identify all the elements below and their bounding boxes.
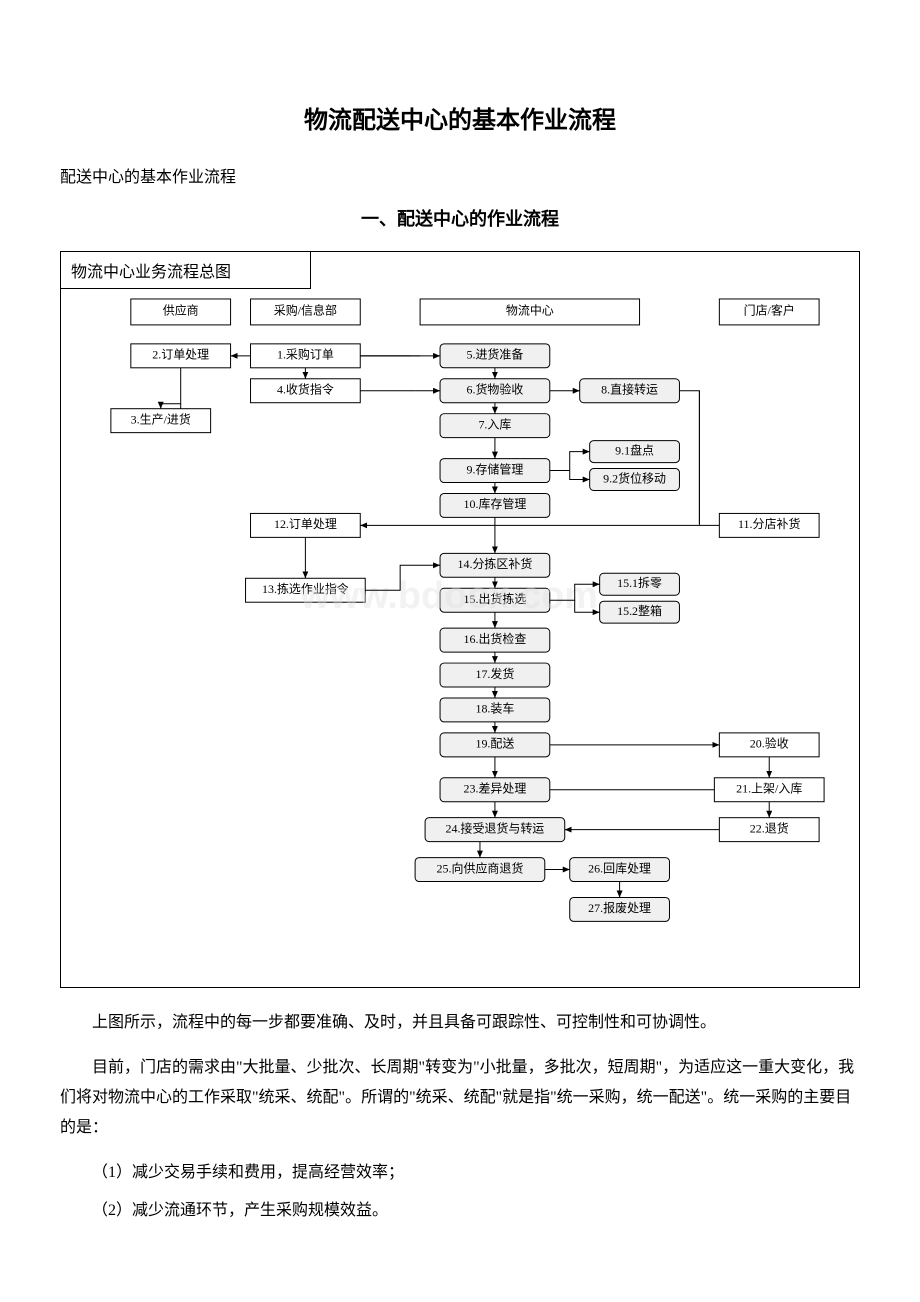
- node-11: 11.分店补货: [719, 513, 819, 537]
- svg-text:15.1拆零: 15.1拆零: [617, 575, 662, 590]
- svg-text:4.收货指令: 4.收货指令: [277, 381, 334, 396]
- node-8: 8.直接转运: [580, 379, 680, 403]
- lane-header-center: 物流中心: [420, 299, 639, 325]
- node-22: 22.退货: [719, 818, 819, 842]
- svg-text:2.订单处理: 2.订单处理: [152, 348, 209, 362]
- lane-header-supplier: 供应商: [131, 299, 231, 325]
- svg-text:22.退货: 22.退货: [750, 820, 789, 835]
- page-title: 物流配送中心的基本作业流程: [60, 100, 860, 135]
- svg-text:27.报废处理: 27.报废处理: [588, 900, 651, 915]
- node-10: 10.库存管理: [440, 493, 550, 517]
- lane-header-procurement: 采购/信息部: [251, 299, 361, 325]
- svg-text:19.配送: 19.配送: [475, 736, 514, 751]
- svg-text:15.2整箱: 15.2整箱: [617, 603, 662, 618]
- svg-text:21.上架/入库: 21.上架/入库: [736, 780, 802, 795]
- paragraph-2: 目前，门店的需求由"大批量、少批次、长周期"转变为"小批量，多批次，短周期"，为…: [60, 1053, 860, 1144]
- node-25: 25.向供应商退货: [415, 858, 545, 882]
- intro-line: 配送中心的基本作业流程: [60, 163, 860, 187]
- svg-text:9.存储管理: 9.存储管理: [466, 461, 523, 476]
- svg-text:8.直接转运: 8.直接转运: [601, 381, 658, 396]
- paragraph-1: 上图所示，流程中的每一步都要准确、及时，并且具备可跟踪性、可控制性和可协调性。: [60, 1008, 860, 1038]
- svg-text:18.装车: 18.装车: [475, 701, 514, 716]
- svg-text:12.订单处理: 12.订单处理: [274, 517, 337, 531]
- svg-text:20.验收: 20.验收: [750, 736, 789, 751]
- node-27: 27.报废处理: [570, 897, 670, 921]
- node-1: 1.采购订单: [251, 344, 361, 368]
- node-24: 24.接受退货与转运: [425, 818, 565, 842]
- node-9-2: 9.2货位移动: [590, 469, 680, 491]
- node-18: 18.装车: [440, 698, 550, 722]
- diagram-body: 供应商 采购/信息部 物流中心 门店/客户 2.订单处理 1.采购订单 4.收货…: [61, 289, 859, 987]
- node-6: 6.货物验收: [440, 379, 550, 403]
- svg-text:16.出货检查: 16.出货检查: [463, 631, 526, 646]
- svg-text:10.库存管理: 10.库存管理: [463, 496, 526, 511]
- list-item-2: （2）减少流通环节，产生采购规模效益。: [60, 1196, 860, 1226]
- node-15-2: 15.2整箱: [600, 601, 680, 623]
- svg-text:7.入库: 7.入库: [478, 416, 511, 431]
- svg-text:11.分店补货: 11.分店补货: [738, 516, 800, 531]
- svg-text:9.2货位移动: 9.2货位移动: [603, 470, 666, 485]
- flowchart-svg: 供应商 采购/信息部 物流中心 门店/客户 2.订单处理 1.采购订单 4.收货…: [61, 289, 859, 987]
- list-item-1: （1）减少交易手续和费用，提高经营效率；: [60, 1158, 860, 1188]
- svg-text:供应商: 供应商: [163, 303, 199, 318]
- node-5: 5.进货准备: [440, 344, 550, 368]
- svg-text:3.生产/进货: 3.生产/进货: [131, 411, 191, 426]
- lane-header-store: 门店/客户: [719, 299, 819, 325]
- node-16: 16.出货检查: [440, 628, 550, 652]
- node-21: 21.上架/入库: [714, 778, 824, 802]
- node-9-1: 9.1盘点: [590, 441, 680, 463]
- svg-text:1.采购订单: 1.采购订单: [277, 347, 334, 362]
- node-20: 20.验收: [719, 733, 819, 757]
- node-15-1: 15.1拆零: [600, 573, 680, 595]
- svg-text:门店/客户: 门店/客户: [744, 303, 795, 318]
- svg-text:6.货物验收: 6.货物验收: [466, 381, 523, 396]
- svg-text:5.进货准备: 5.进货准备: [466, 347, 523, 362]
- node-19: 19.配送: [440, 733, 550, 757]
- svg-text:23.差异处理: 23.差异处理: [463, 781, 526, 795]
- node-4: 4.收货指令: [251, 379, 361, 403]
- section-heading: 一、配送中心的作业流程: [60, 205, 860, 231]
- svg-text:24.接受退货与转运: 24.接受退货与转运: [446, 820, 545, 835]
- node-23: 23.差异处理: [440, 778, 550, 802]
- svg-text:9.1盘点: 9.1盘点: [615, 442, 654, 457]
- node-2: 2.订单处理: [131, 344, 231, 368]
- node-12: 12.订单处理: [251, 513, 361, 537]
- svg-text:物流中心: 物流中心: [506, 303, 554, 318]
- diagram-title: 物流中心业务流程总图: [61, 252, 311, 289]
- svg-text:25.向供应商退货: 25.向供应商退货: [437, 860, 524, 875]
- svg-text:26.回库处理: 26.回库处理: [588, 860, 651, 875]
- node-26: 26.回库处理: [570, 858, 670, 882]
- node-17: 17.发货: [440, 663, 550, 687]
- node-7: 7.入库: [440, 414, 550, 438]
- svg-text:采购/信息部: 采购/信息部: [274, 303, 337, 318]
- flowchart-container: 物流中心业务流程总图 供应商 采购/信息部 物流中心: [60, 251, 860, 988]
- svg-text:17.发货: 17.发货: [475, 666, 514, 681]
- watermark: www.bdocx.com: [299, 575, 598, 617]
- svg-text:14.分拣区补货: 14.分拣区补货: [458, 556, 533, 571]
- node-14: 14.分拣区补货: [440, 553, 550, 577]
- node-9: 9.存储管理: [440, 459, 550, 483]
- node-3: 3.生产/进货: [111, 409, 211, 433]
